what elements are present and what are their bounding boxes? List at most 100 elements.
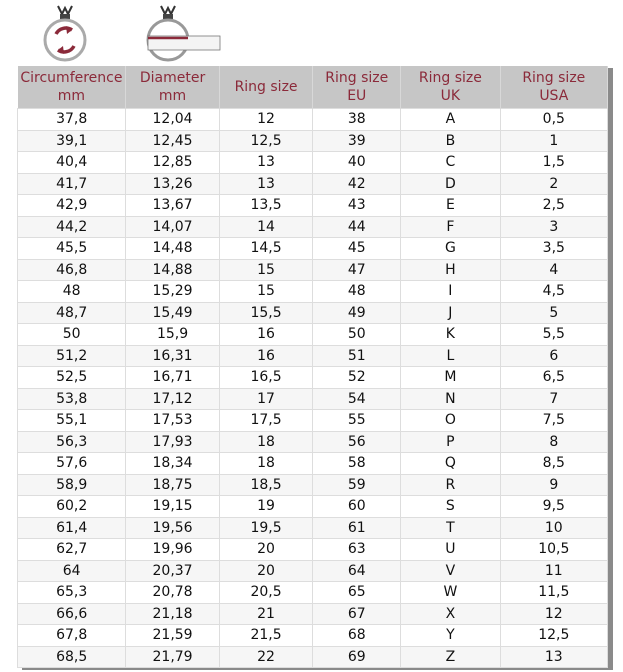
table-cell: E bbox=[400, 194, 501, 217]
column-header-line: mm bbox=[158, 88, 187, 104]
table-cell: 45,5 bbox=[16, 237, 127, 260]
table-cell: 6,5 bbox=[499, 366, 609, 389]
table-cell: 16,71 bbox=[125, 366, 220, 389]
table-cell: 14 bbox=[218, 215, 314, 238]
table-cell: B bbox=[400, 129, 501, 152]
table-cell: 37,8 bbox=[16, 108, 127, 131]
table-cell: 42 bbox=[312, 172, 402, 195]
table-cell: 21,59 bbox=[125, 624, 220, 647]
table-cell: 19,56 bbox=[125, 516, 220, 539]
table-row: 51,2 16,31 16 51 L 6 bbox=[16, 344, 609, 367]
ring-circumference-icon bbox=[43, 5, 87, 62]
ring-size-table: Circumference mm Diameter mm Ring size Ring s… bbox=[16, 66, 609, 668]
table-cell: 68,5 bbox=[16, 645, 127, 668]
table-cell: 2 bbox=[499, 172, 609, 195]
table-row: 53,8 17,12 17 54 N 7 bbox=[16, 387, 609, 410]
column-header: Ring size USA bbox=[500, 66, 609, 109]
table-cell: 12,45 bbox=[125, 129, 220, 152]
table-cell: 17,53 bbox=[125, 409, 220, 432]
table-cell: H bbox=[400, 258, 501, 281]
table-cell: 4 bbox=[499, 258, 609, 281]
table-cell: 15 bbox=[218, 280, 314, 303]
table-row: 40,4 12,85 13 40 C 1,5 bbox=[16, 151, 609, 174]
table-row: 52,5 16,71 16,5 52 M 6,5 bbox=[16, 366, 609, 389]
table-cell: 13,5 bbox=[218, 194, 314, 217]
table-row: 61,4 19,56 19,5 61 T 10 bbox=[16, 516, 609, 539]
table-cell: 56,3 bbox=[16, 430, 127, 453]
table-row: 58,9 18,75 18,5 59 R 9 bbox=[16, 473, 609, 496]
table-cell: 43 bbox=[312, 194, 402, 217]
table-cell: 14,07 bbox=[125, 215, 220, 238]
table-cell: 52 bbox=[312, 366, 402, 389]
table-cell: 20 bbox=[218, 559, 314, 582]
column-header-line: Ring size bbox=[325, 70, 389, 86]
table-cell: 14,5 bbox=[218, 237, 314, 260]
table-row: 57,6 18,34 18 58 Q 8,5 bbox=[16, 452, 609, 475]
table-cell: X bbox=[400, 602, 501, 625]
table-cell: 16,5 bbox=[218, 366, 314, 389]
table-cell: 12,5 bbox=[218, 129, 314, 152]
table-cell: 9 bbox=[499, 473, 609, 496]
table-cell: 8,5 bbox=[499, 452, 609, 475]
table-cell: G bbox=[400, 237, 501, 260]
table-cell: 55 bbox=[312, 409, 402, 432]
table-cell: M bbox=[400, 366, 501, 389]
table-row: 46,8 14,88 15 47 H 4 bbox=[16, 258, 609, 281]
table-cell: 69 bbox=[312, 645, 402, 668]
table-cell: C bbox=[400, 151, 501, 174]
table-cell: R bbox=[400, 473, 501, 496]
table-cell: I bbox=[400, 280, 501, 303]
table-cell: 0,5 bbox=[499, 108, 609, 131]
table-cell: 14,88 bbox=[125, 258, 220, 281]
table-row: 48 15,29 15 48 I 4,5 bbox=[16, 280, 609, 303]
table-cell: 7,5 bbox=[499, 409, 609, 432]
table-cell: 56 bbox=[312, 430, 402, 453]
table-cell: 13 bbox=[499, 645, 609, 668]
table-cell: 18,75 bbox=[125, 473, 220, 496]
table-cell: 9,5 bbox=[499, 495, 609, 518]
table-cell: 18,34 bbox=[125, 452, 220, 475]
table-cell: 13 bbox=[218, 151, 314, 174]
table-cell: 12,5 bbox=[499, 624, 609, 647]
table-cell: L bbox=[400, 344, 501, 367]
column-header: Circumference mm bbox=[17, 66, 127, 109]
table-cell: 41,7 bbox=[16, 172, 127, 195]
table-cell: 18,5 bbox=[218, 473, 314, 496]
table-row: 68,5 21,79 22 69 Z 13 bbox=[16, 645, 609, 668]
table-cell: 53,8 bbox=[16, 387, 127, 410]
table-row: 45,5 14,48 14,5 45 G 3,5 bbox=[16, 237, 609, 260]
table-cell: 64 bbox=[16, 559, 127, 582]
table-row: 56,3 17,93 18 56 P 8 bbox=[16, 430, 609, 453]
column-header: Ring size EU bbox=[312, 66, 402, 109]
table-cell: 11,5 bbox=[499, 581, 609, 604]
table-cell: T bbox=[400, 516, 501, 539]
table-cell: 10,5 bbox=[499, 538, 609, 561]
table-cell: 54 bbox=[312, 387, 402, 410]
column-header-line: EU bbox=[347, 88, 367, 104]
table-row: 55,1 17,53 17,5 55 O 7,5 bbox=[16, 409, 609, 432]
table-cell: 17,93 bbox=[125, 430, 220, 453]
table-row: 62,7 19,96 20 63 U 10,5 bbox=[16, 538, 609, 561]
table-cell: 15,49 bbox=[125, 301, 220, 324]
column-header-line: Ring size bbox=[234, 79, 298, 95]
table-cell: 57,6 bbox=[16, 452, 127, 475]
table-cell: 3 bbox=[499, 215, 609, 238]
table-cell: 5,5 bbox=[499, 323, 609, 346]
ring-diameter-icon bbox=[146, 5, 221, 62]
table-row: 66,6 21,18 21 67 X 12 bbox=[16, 602, 609, 625]
table-cell: 20 bbox=[218, 538, 314, 561]
table-cell: 13 bbox=[218, 172, 314, 195]
table-cell: 51 bbox=[312, 344, 402, 367]
table-cell: U bbox=[400, 538, 501, 561]
table-cell: 46,8 bbox=[16, 258, 127, 281]
table-cell: P bbox=[400, 430, 501, 453]
table-cell: 20,78 bbox=[125, 581, 220, 604]
table-cell: 40 bbox=[312, 151, 402, 174]
table-cell: N bbox=[400, 387, 501, 410]
table-cell: 15,9 bbox=[125, 323, 220, 346]
table-cell: 55,1 bbox=[16, 409, 127, 432]
table-cell: 20,37 bbox=[125, 559, 220, 582]
table-row: 67,8 21,59 21,5 68 Y 12,5 bbox=[16, 624, 609, 647]
table-cell: 60,2 bbox=[16, 495, 127, 518]
table-cell: 59 bbox=[312, 473, 402, 496]
